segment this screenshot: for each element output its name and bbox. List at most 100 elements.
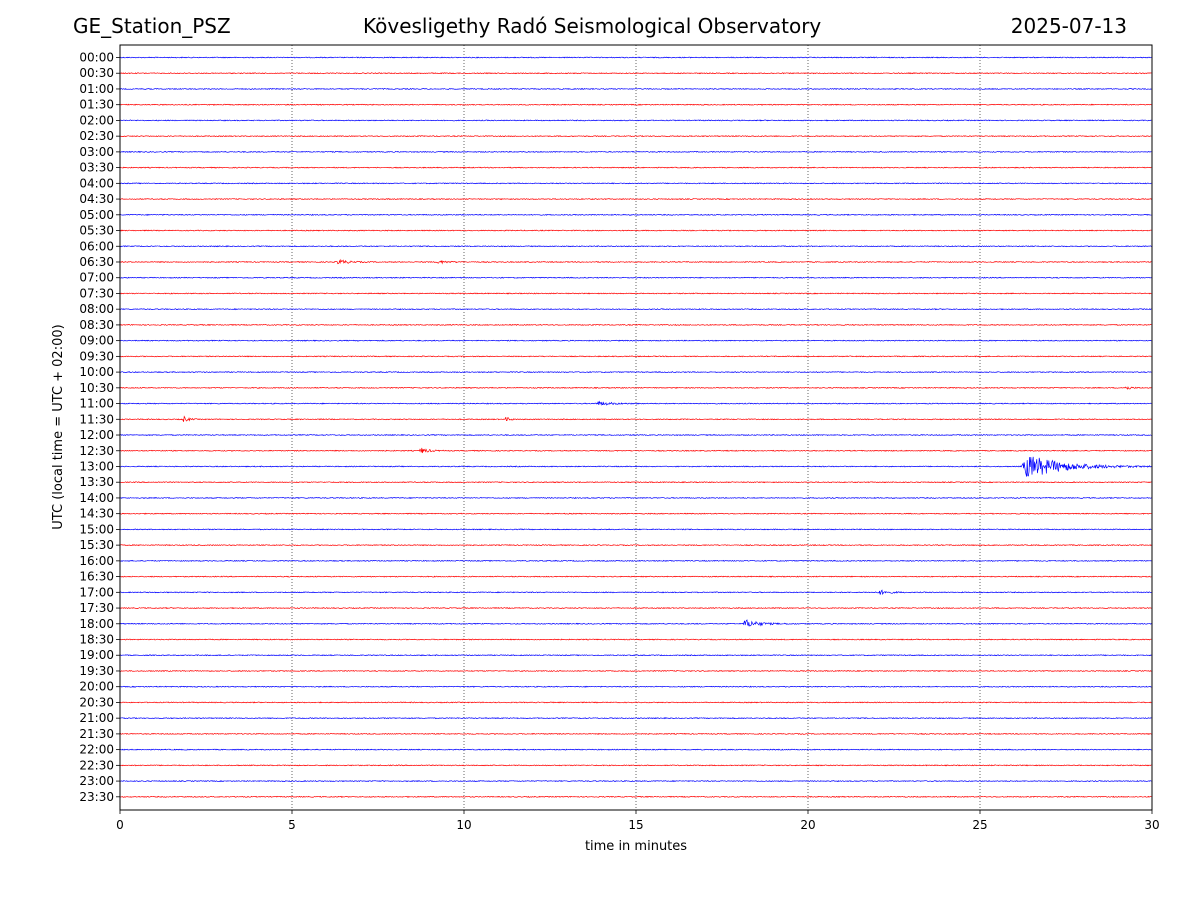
y-tick-label: 14:00: [79, 491, 114, 505]
y-tick-label: 22:30: [79, 758, 114, 772]
y-tick-label: 13:30: [79, 475, 114, 489]
trace-0230: [119, 135, 1152, 138]
trace-0700: [119, 276, 1152, 279]
station-title: GE_Station_PSZ: [73, 14, 231, 38]
x-tick-label: 25: [972, 818, 987, 832]
y-tick-label: 17:30: [79, 601, 114, 615]
date-title: 2025-07-13: [1010, 14, 1127, 38]
trace-2130: [119, 732, 1152, 735]
y-tick-label: 13:00: [79, 459, 114, 473]
trace-1030: [119, 386, 1152, 390]
trace-1730: [119, 606, 1152, 610]
trace-1530: [119, 544, 1152, 547]
trace-0500: [119, 213, 1152, 216]
trace-0630: [119, 258, 1152, 265]
trace-1230: [119, 447, 1152, 454]
y-tick-label: 04:00: [79, 176, 114, 190]
y-tick-label: 21:00: [79, 711, 114, 725]
trace-0100: [119, 87, 1152, 91]
y-tick-label: 05:30: [79, 224, 114, 238]
y-tick-label: 08:00: [79, 302, 114, 316]
y-tick-label: 11:30: [79, 412, 114, 426]
y-tick-label: 01:00: [79, 82, 114, 96]
y-tick-label: 19:00: [79, 648, 114, 662]
y-tick-label: 00:00: [79, 51, 114, 65]
trace-0430: [119, 198, 1152, 201]
y-tick-label: 23:00: [79, 774, 114, 788]
trace-1330: [119, 481, 1152, 484]
y-tick-label: 11:00: [79, 397, 114, 411]
y-tick-label: 07:30: [79, 286, 114, 300]
y-tick-label: 12:00: [79, 428, 114, 442]
y-tick-label: 17:00: [79, 585, 114, 599]
trace-0530: [119, 229, 1152, 232]
trace-1830: [119, 638, 1152, 641]
trace-1100: [119, 400, 1152, 406]
trace-0830: [119, 323, 1152, 326]
trace-1930: [119, 669, 1152, 672]
trace-1300: [119, 456, 1152, 477]
trace-1400: [119, 496, 1152, 499]
trace-layer: [119, 56, 1152, 798]
trace-0800: [119, 308, 1152, 311]
trace-0600: [119, 245, 1152, 248]
x-axis: 0 5 10 15 20 25 30: [116, 810, 1160, 832]
x-tick-label: 30: [1144, 818, 1159, 832]
y-tick-label: 02:00: [79, 113, 114, 127]
trace-1900: [119, 654, 1152, 657]
trace-0330: [119, 166, 1152, 169]
y-tick-label: 15:30: [79, 538, 114, 552]
trace-2300: [119, 780, 1152, 783]
trace-0030: [119, 72, 1152, 75]
x-tick-label: 10: [456, 818, 471, 832]
y-tick-label: 23:30: [79, 790, 114, 804]
trace-2000: [119, 685, 1152, 688]
y-tick-label: 18:30: [79, 633, 114, 647]
y-tick-label: 06:30: [79, 255, 114, 269]
y-tick-label: 19:30: [79, 664, 114, 678]
trace-1200: [119, 433, 1152, 437]
y-tick-label: 20:30: [79, 695, 114, 709]
y-tick-label: 18:00: [79, 617, 114, 631]
trace-1630: [119, 575, 1152, 578]
y-tick-label: 03:00: [79, 145, 114, 159]
trace-1600: [119, 559, 1152, 562]
y-tick-label: 07:00: [79, 271, 114, 285]
trace-0400: [119, 182, 1152, 185]
trace-2200: [119, 748, 1152, 751]
trace-2030: [119, 701, 1152, 704]
trace-0730: [119, 292, 1152, 295]
y-tick-label: 20:00: [79, 680, 114, 694]
y-tick-label: 05:00: [79, 208, 114, 222]
y-tick-label: 03:30: [79, 161, 114, 175]
y-tick-label: 10:30: [79, 381, 114, 395]
y-tick-label: 22:00: [79, 743, 114, 757]
x-axis-label: time in minutes: [585, 839, 687, 854]
trace-1430: [119, 512, 1152, 515]
y-tick-label: 01:30: [79, 98, 114, 112]
x-tick-label: 5: [288, 818, 296, 832]
y-tick-label: 16:30: [79, 570, 114, 584]
trace-0900: [119, 339, 1152, 342]
trace-2230: [119, 764, 1152, 767]
trace-0000: [119, 56, 1152, 59]
y-tick-label: 12:30: [79, 444, 114, 458]
y-tick-label: 10:00: [79, 365, 114, 379]
trace-1500: [119, 528, 1152, 531]
trace-2330: [119, 795, 1152, 798]
x-tick-label: 0: [116, 818, 124, 832]
y-tick-label: 09:00: [79, 334, 114, 348]
y-tick-label: 21:30: [79, 727, 114, 741]
y-tick-label: 14:30: [79, 507, 114, 521]
y-axis-label: UTC (local time = UTC + 02:00): [51, 324, 66, 529]
trace-2100: [119, 717, 1152, 720]
x-tick-label: 20: [800, 818, 815, 832]
trace-1000: [119, 371, 1152, 374]
x-tick-label: 15: [628, 818, 643, 832]
trace-1700: [119, 589, 1152, 596]
y-tick-label: 06:00: [79, 239, 114, 253]
y-tick-label: 04:30: [79, 192, 114, 206]
y-tick-label: 09:30: [79, 349, 114, 363]
